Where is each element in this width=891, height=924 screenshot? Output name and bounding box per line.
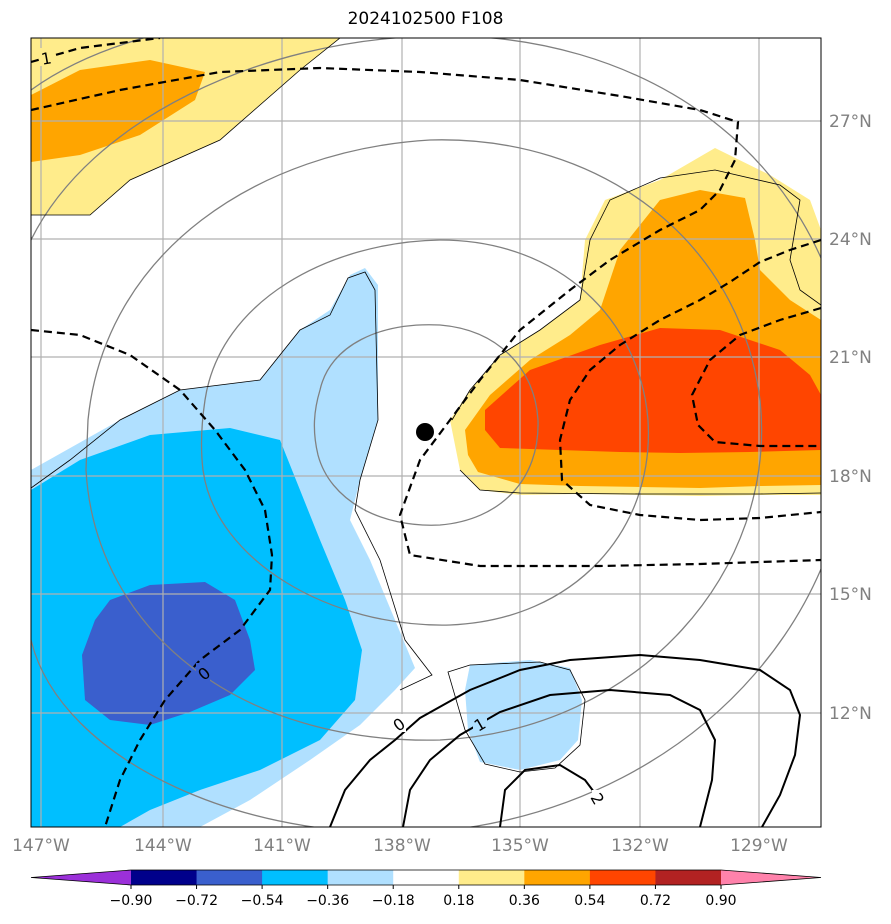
colorbar: −0.90 −0.72 −0.54 −0.36 −0.18 0.18 0.36 0.54 0.7… [30,869,822,909]
colorbar-tick-label: −0.36 [306,893,349,909]
lon-label: 132°W [611,836,669,856]
map-frame [30,37,822,828]
lat-label: 18°N [829,467,872,487]
colorbar-swatch [262,870,329,885]
lat-label: 12°N [829,704,872,724]
colorbar-swatch [524,870,591,885]
colorbar-swatch [589,870,656,885]
colorbar-tick-label: 0.72 [640,893,671,909]
colorbar-swatch [393,870,460,885]
storm-center-icon [416,423,434,441]
lon-label: 141°W [253,836,311,856]
map-title: 2024102500 F108 [347,9,504,29]
lon-label: 138°W [373,836,431,856]
lat-tick-labels: 27°N 24°N 21°N 18°N 15°N 12°N [829,112,872,724]
lat-label: 15°N [829,585,872,605]
colorbar-swatch [131,870,198,885]
lon-label: 129°W [730,836,788,856]
colorbar-swatch [196,870,263,885]
colorbar-tick-label: −0.18 [372,893,415,909]
lon-label: 147°W [12,836,70,856]
colorbar-tick-label: −0.72 [175,893,218,909]
colorbar-extend-high [721,870,821,885]
solid-contours [329,653,802,827]
colorbar-tick-label: −0.54 [241,893,284,909]
colorbar-swatch [327,870,394,885]
lat-label: 27°N [829,112,872,132]
graticule [31,38,821,827]
colorbar-tick-label: 0.54 [574,893,605,909]
positive-anomaly-nw [31,60,205,162]
map-plot-area: 1 0 0 1 2 [31,38,821,827]
shaded-field [31,38,821,827]
lon-tick-labels: 147°W 144°W 141°W 138°W 135°W 132°W 129°… [12,836,788,856]
colorbar-extend-low [31,870,131,885]
negative-anomaly-south [465,660,582,770]
lat-label: 24°N [829,230,872,250]
lon-label: 135°W [491,836,549,856]
colorbar-tick-label: 0.18 [443,893,474,909]
lon-label: 144°W [134,836,192,856]
lat-label: 21°N [829,348,872,368]
colorbar-tick-label: 0.36 [509,893,540,909]
positive-anomaly-e-core [485,328,821,453]
colorbar-tick-label: 0.90 [705,893,736,909]
contour-label-dashed-top: 1 [40,48,53,68]
colorbar-swatch [458,870,525,885]
colorbar-swatch [655,870,722,885]
negative-anomaly-core [82,582,255,725]
colorbar-tick-label: −0.90 [110,893,153,909]
